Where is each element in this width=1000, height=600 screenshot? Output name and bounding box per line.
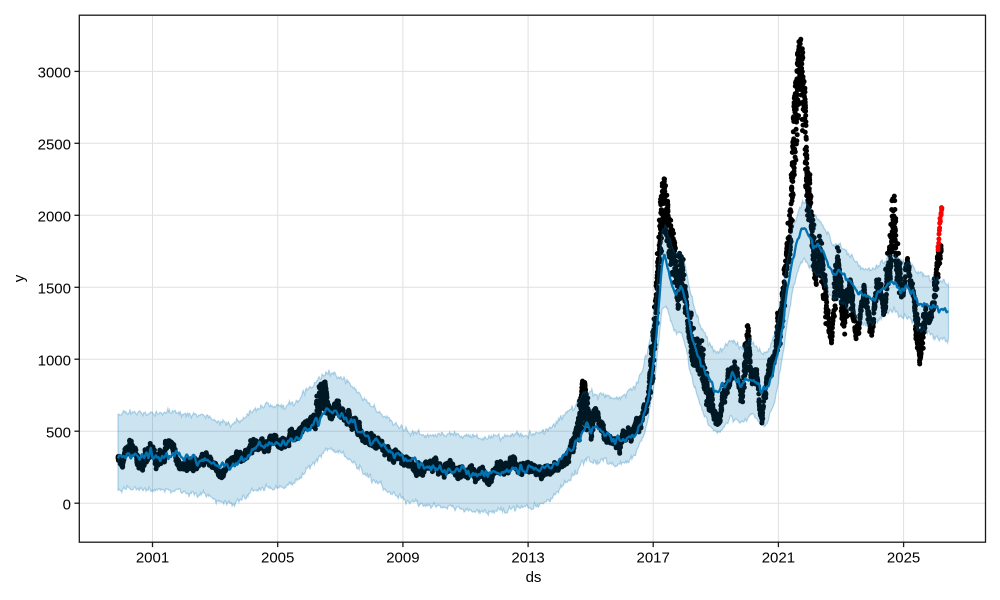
svg-text:2005: 2005: [261, 549, 294, 566]
svg-text:2025: 2025: [887, 549, 920, 566]
svg-text:1500: 1500: [38, 280, 71, 297]
svg-text:ds: ds: [526, 569, 542, 586]
svg-text:y: y: [11, 274, 28, 282]
svg-text:2500: 2500: [38, 136, 71, 153]
svg-text:2021: 2021: [762, 549, 795, 566]
svg-text:2013: 2013: [511, 549, 544, 566]
svg-text:1000: 1000: [38, 352, 71, 369]
svg-text:2001: 2001: [136, 549, 169, 566]
svg-text:0: 0: [63, 496, 71, 513]
svg-text:500: 500: [46, 424, 71, 441]
svg-text:2000: 2000: [38, 208, 71, 225]
svg-text:3000: 3000: [38, 65, 71, 82]
svg-text:2009: 2009: [386, 549, 419, 566]
svg-text:2017: 2017: [637, 549, 670, 566]
